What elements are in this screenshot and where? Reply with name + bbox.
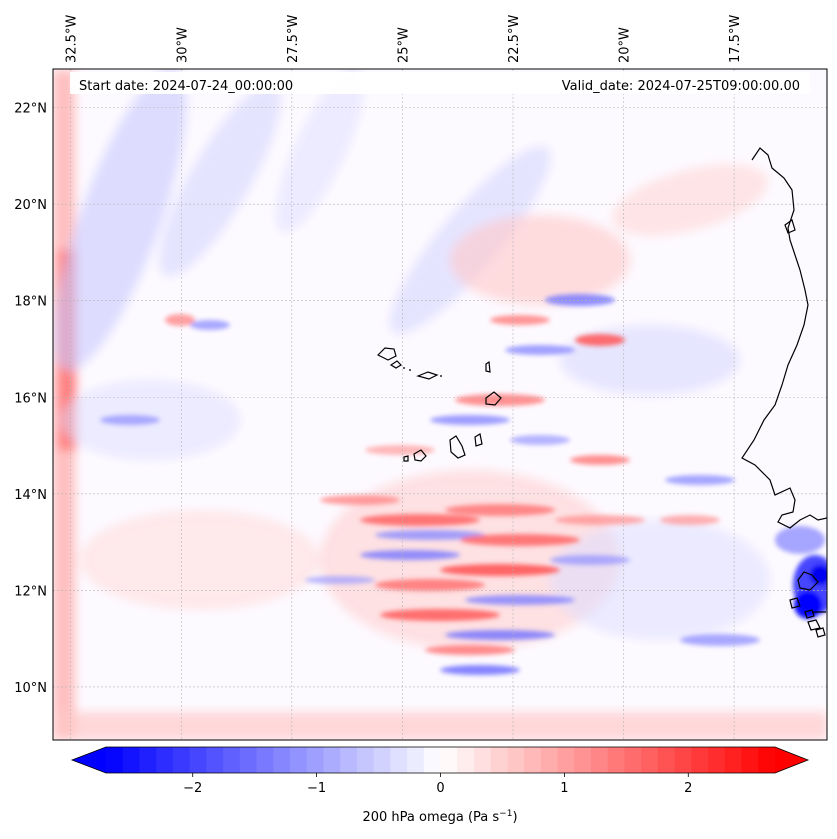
longitude-tick-label: 30°W: [175, 27, 190, 63]
island-sal: [485, 360, 491, 373]
colorbar-swatch: [273, 747, 291, 773]
colorbar-tick-label: 2: [684, 781, 692, 796]
longitude-tick-label: 25°W: [396, 27, 411, 63]
colorbar-swatch: [407, 747, 425, 773]
colorbar-swatch: [390, 747, 408, 773]
colorbar-label-main: 200 hPa omega (Pa s: [362, 810, 499, 825]
omega-fine-features: [100, 294, 760, 675]
colorbar-swatch: [524, 747, 542, 773]
african-coastline: [741, 147, 827, 529]
valid-date-label: Valid_date: 2024-07-25T09:00:00.00: [562, 79, 800, 94]
island-santo-antao: [376, 347, 397, 361]
omega-field: [53, 69, 827, 740]
colorbar-swatch: [256, 747, 274, 773]
longitude-tick-label: 20°W: [618, 27, 633, 63]
latitude-tick-label: 16°N: [14, 391, 47, 406]
colorbar-label-superscript: −1: [499, 809, 512, 819]
colorbar-swatch: [156, 747, 174, 773]
annotation-strip: [70, 72, 810, 94]
colorbar-swatch: [423, 747, 441, 773]
colorbar-swatch: [289, 747, 308, 773]
latitude-tick-label: 22°N: [14, 102, 47, 117]
colorbar-swatch: [473, 747, 492, 773]
island-canary-like: [784, 219, 796, 234]
longitude-labels: 32.5°W 30°W 27.5°W 25°W 22.5°W 20°W 17.5°W: [65, 15, 743, 63]
colorbar-tick-label: −2: [183, 781, 202, 796]
map-frame: [52, 68, 828, 741]
colorbar-swatch: [306, 747, 324, 773]
colorbar-swatch: [691, 747, 709, 773]
island-fogo: [413, 449, 427, 462]
colorbar-label-close: ): [512, 810, 517, 825]
colorbar-swatch: [340, 747, 358, 773]
colorbar-swatch: [758, 747, 776, 773]
colorbar-swatch: [356, 747, 375, 773]
colorbar-tick-label: −1: [307, 781, 326, 796]
longitude-tick-label: 22.5°W: [507, 15, 522, 63]
island-brava: [403, 455, 409, 462]
coastlines: [376, 147, 827, 638]
colorbar-swatch: [139, 747, 157, 773]
colorbar-swatch: [122, 747, 140, 773]
colorbar-swatch: [106, 747, 124, 773]
colorbar-ticks: −2 −1 0 1 2: [183, 773, 692, 796]
latitude-tick-label: 18°N: [14, 295, 47, 310]
colorbar-swatch: [708, 747, 726, 773]
colorbar-swatch: [189, 747, 207, 773]
island-sao-vicente: [389, 360, 402, 369]
colorbar-extend-high: [775, 747, 808, 773]
start-date-label: Start date: 2024-07-24_00:00:00: [79, 79, 293, 94]
colorbar-swatch: [206, 747, 224, 773]
latitude-labels: 22°N 20°N 18°N 16°N 14°N 12°N 10°N: [14, 102, 47, 696]
latitude-tick-label: 10°N: [14, 681, 47, 696]
colorbar-swatch: [641, 747, 659, 773]
colorbar: −2 −1 0 1 2 200 hPa omega (Pa s−1): [70, 746, 810, 825]
colorbar-swatch: [490, 747, 508, 773]
colorbar-swatch: [624, 747, 642, 773]
colorbar-swatch: [607, 747, 625, 773]
colorbar-swatch: [741, 747, 759, 773]
colorbar-swatch: [674, 747, 692, 773]
colorbar-swatches: [106, 747, 776, 773]
island-sao-nicolau: [416, 371, 439, 380]
island-maio: [474, 433, 483, 447]
colorbar-swatch: [223, 747, 241, 773]
latitude-tick-label: 12°N: [14, 584, 47, 599]
colorbar-swatch: [440, 747, 458, 773]
longitude-tick-label: 17.5°W: [728, 15, 743, 63]
colorbar-tick-label: 1: [560, 781, 568, 796]
coast-islands-south: [789, 571, 826, 638]
colorbar-extend-low: [72, 747, 106, 773]
longitude-tick-label: 32.5°W: [65, 15, 80, 63]
colorbar-swatch: [557, 747, 575, 773]
colorbar-swatch: [239, 747, 258, 773]
colorbar-swatch: [172, 747, 191, 773]
strong-ascent-spot: [775, 526, 827, 619]
longitude-tick-label: 27.5°W: [286, 15, 301, 63]
island-small-dots: [403, 367, 442, 377]
colorbar-label: 200 hPa omega (Pa s−1): [362, 809, 517, 825]
colorbar-swatch: [507, 747, 525, 773]
colorbar-swatch: [724, 747, 743, 773]
island-santiago: [449, 435, 466, 459]
colorbar-swatch: [323, 747, 341, 773]
latitude-tick-label: 20°N: [14, 198, 47, 213]
island-boa-vista: [485, 391, 502, 406]
colorbar-swatch: [591, 747, 609, 773]
colorbar-swatch: [574, 747, 592, 773]
colorbar-swatch: [657, 747, 676, 773]
colorbar-outline: [70, 746, 810, 774]
latitude-tick-label: 14°N: [14, 488, 47, 503]
colorbar-tick-label: 0: [436, 781, 444, 796]
colorbar-swatch: [373, 747, 391, 773]
colorbar-swatch: [540, 747, 559, 773]
omega-broad-features: [53, 69, 827, 740]
graticule: [53, 69, 827, 740]
colorbar-swatch: [457, 747, 475, 773]
